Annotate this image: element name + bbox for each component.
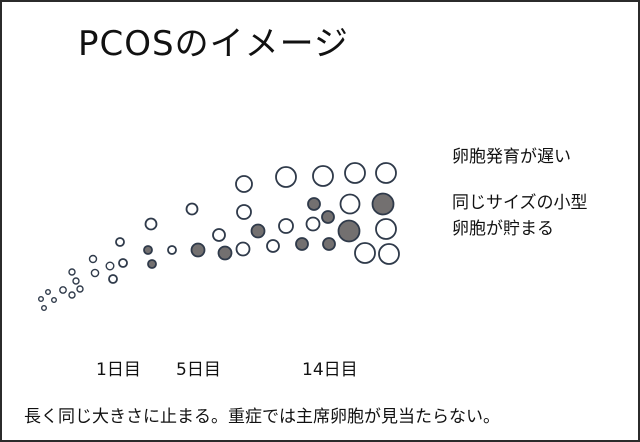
- note-line: 卵胞発育が遅い: [452, 147, 571, 167]
- day-label-1: 1日目: [96, 360, 141, 380]
- follicle-empty: [344, 162, 366, 184]
- follicle-empty: [88, 254, 98, 264]
- follicle-filled: [190, 242, 206, 258]
- follicle-empty: [375, 162, 397, 184]
- follicle-filled: [295, 237, 309, 251]
- follicle-empty: [68, 291, 76, 299]
- follicle-filled: [250, 223, 266, 239]
- follicle-filled: [321, 210, 335, 224]
- follicle-empty: [235, 241, 251, 257]
- slide-title: PCOSのイメージ: [78, 24, 349, 64]
- follicle-empty: [108, 274, 118, 284]
- follicle-empty: [266, 239, 280, 253]
- follicle-empty: [185, 202, 199, 216]
- follicle-filled: [371, 192, 395, 216]
- follicle-empty: [118, 258, 128, 268]
- follicle-empty: [90, 268, 100, 278]
- follicle-empty: [278, 218, 294, 234]
- note-line: 卵胞が貯まる: [452, 219, 554, 239]
- follicle-empty: [212, 228, 226, 242]
- follicle-empty: [378, 243, 400, 265]
- follicle-empty: [275, 166, 297, 188]
- follicle-empty: [115, 237, 125, 247]
- follicle-filled: [337, 219, 361, 243]
- follicle-filled: [143, 245, 153, 255]
- follicle-filled: [322, 237, 336, 251]
- note-small-follicles: 同じサイズの小型 卵胞が貯まる: [452, 190, 588, 242]
- follicle-filled: [307, 197, 321, 211]
- note-line: 同じサイズの小型: [452, 193, 588, 213]
- follicle-empty: [51, 297, 58, 304]
- follicle-empty: [235, 175, 253, 193]
- follicle-empty: [305, 216, 321, 232]
- follicle-empty: [59, 286, 67, 294]
- follicle-empty: [105, 261, 115, 271]
- follicle-empty: [41, 305, 48, 312]
- follicle-empty: [144, 217, 158, 231]
- follicle-empty: [354, 242, 376, 264]
- follicle-empty: [312, 165, 334, 187]
- note-slow-development: 卵胞発育が遅い: [452, 144, 571, 170]
- follicle-empty: [72, 277, 80, 285]
- day-label-5: 5日目: [176, 360, 221, 380]
- follicle-empty: [167, 245, 177, 255]
- follicle-empty: [375, 218, 397, 240]
- follicle-filled: [147, 259, 157, 269]
- follicle-empty: [76, 285, 84, 293]
- follicle-empty: [45, 289, 52, 296]
- caption: 長く同じ大きさに止まる。重症では主席卵胞が見当たらない。: [24, 407, 500, 427]
- follicle-filled: [217, 245, 233, 261]
- follicle-empty: [236, 204, 252, 220]
- follicle-empty: [38, 296, 45, 303]
- follicle-empty: [339, 193, 361, 215]
- day-label-14: 14日目: [302, 360, 358, 380]
- follicle-empty: [68, 268, 76, 276]
